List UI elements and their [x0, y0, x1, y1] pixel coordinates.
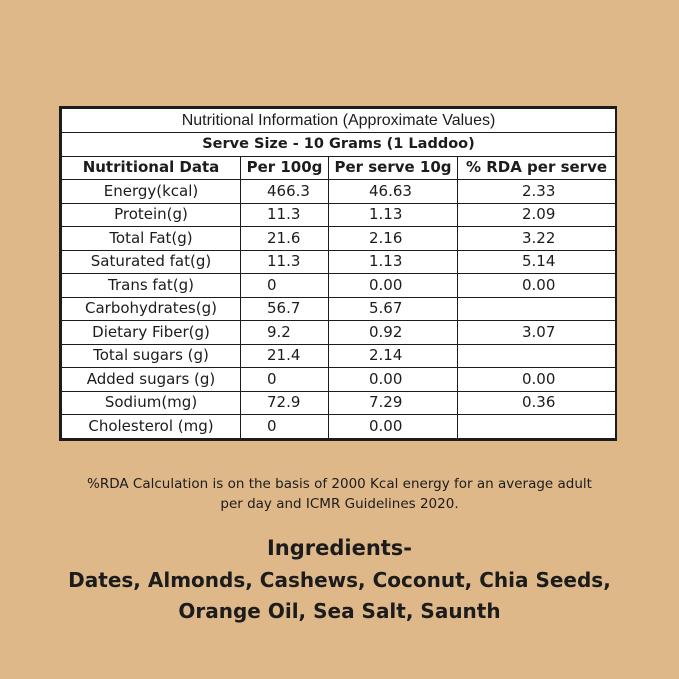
- rda-value: 2.09: [457, 202, 616, 227]
- nutrient-name: Cholesterol (mg): [61, 414, 241, 439]
- header-per-100g: Per 100g: [240, 155, 329, 180]
- rda-note-line-2: per day and ICMR Guidelines 2020.: [220, 496, 459, 512]
- per-100g-value: 11.3: [240, 249, 329, 274]
- serve-size: Serve Size - 10 Grams (1 Laddoo): [61, 132, 616, 157]
- per-serve-value: 0.00: [328, 273, 458, 298]
- nutrient-name: Trans fat(g): [61, 273, 241, 298]
- rda-note-line-1: %RDA Calculation is on the basis of 2000…: [87, 476, 592, 492]
- per-serve-value: 46.63: [328, 179, 458, 204]
- ingredients-title: Ingredients-: [266, 536, 413, 560]
- ingredients-line-2: Orange Oil, Sea Salt, Saunth: [178, 599, 501, 623]
- nutrient-name: Dietary Fiber(g): [61, 320, 241, 345]
- per-100g-value: 72.9: [240, 390, 329, 415]
- per-100g-value: 0: [240, 273, 329, 298]
- per-100g-value: 466.3: [240, 179, 329, 204]
- table-row: Carbohydrates(g) 56.7 5.67: [61, 296, 616, 321]
- rda-value: [457, 343, 616, 368]
- nutrient-name: Added sugars (g): [61, 367, 241, 392]
- per-100g-value: 9.2: [240, 320, 329, 345]
- header-row: Nutritional Data Per 100g Per serve 10g …: [61, 155, 616, 180]
- nutrient-name: Saturated fat(g): [61, 249, 241, 274]
- table-row: Total Fat(g) 21.6 2.16 3.22: [61, 226, 616, 251]
- per-serve-value: 0.00: [328, 414, 458, 439]
- rda-value: [457, 296, 616, 321]
- per-serve-value: 0.92: [328, 320, 458, 345]
- nutrient-name: Carbohydrates(g): [61, 296, 241, 321]
- rda-value: 2.33: [457, 179, 616, 204]
- header-nutritional-data: Nutritional Data: [61, 155, 241, 180]
- rda-value: 0.00: [457, 367, 616, 392]
- table-row: Cholesterol (mg) 0 0.00: [61, 414, 616, 439]
- rda-value: 3.22: [457, 226, 616, 251]
- rda-value: 0.36: [457, 390, 616, 415]
- per-100g-value: 21.6: [240, 226, 329, 251]
- per-serve-value: 2.14: [328, 343, 458, 368]
- per-serve-value: 1.13: [328, 202, 458, 227]
- per-serve-value: 1.13: [328, 249, 458, 274]
- table-row: Sodium(mg) 72.9 7.29 0.36: [61, 390, 616, 415]
- per-100g-value: 56.7: [240, 296, 329, 321]
- rda-value: 0.00: [457, 273, 616, 298]
- nutrient-name: Protein(g): [61, 202, 241, 227]
- table-row: Protein(g) 11.3 1.13 2.09: [61, 202, 616, 227]
- table-row: Energy(kcal) 466.3 46.63 2.33: [61, 179, 616, 204]
- table-title: Nutritional Information (Approximate Val…: [61, 108, 616, 133]
- per-100g-value: 11.3: [240, 202, 329, 227]
- ingredients-line-1: Dates, Almonds, Cashews, Coconut, Chia S…: [68, 568, 611, 592]
- per-serve-value: 7.29: [328, 390, 458, 415]
- table-row: Saturated fat(g) 11.3 1.13 5.14: [61, 249, 616, 274]
- nutrient-name: Total sugars (g): [61, 343, 241, 368]
- nutrition-table-container: Nutritional Information (Approximate Val…: [59, 106, 617, 441]
- rda-value: 5.14: [457, 249, 616, 274]
- per-100g-value: 21.4: [240, 343, 329, 368]
- nutrient-name: Sodium(mg): [61, 390, 241, 415]
- ingredients-list: Dates, Almonds, Cashews, Coconut, Chia S…: [0, 565, 679, 627]
- table-row: Trans fat(g) 0 0.00 0.00: [61, 273, 616, 298]
- nutrient-name: Total Fat(g): [61, 226, 241, 251]
- table-row: Dietary Fiber(g) 9.2 0.92 3.07: [61, 320, 616, 345]
- nutrient-name: Energy(kcal): [61, 179, 241, 204]
- per-serve-value: 0.00: [328, 367, 458, 392]
- per-serve-value: 5.67: [328, 296, 458, 321]
- table-row: Total sugars (g) 21.4 2.14: [61, 343, 616, 368]
- table-row: Added sugars (g) 0 0.00 0.00: [61, 367, 616, 392]
- header-per-serve: Per serve 10g: [328, 155, 458, 180]
- per-serve-value: 2.16: [328, 226, 458, 251]
- rda-value: [457, 414, 616, 439]
- nutrition-table: Nutritional Information (Approximate Val…: [61, 108, 616, 439]
- rda-value: 3.07: [457, 320, 616, 345]
- rda-note: %RDA Calculation is on the basis of 2000…: [40, 474, 639, 514]
- per-100g-value: 0: [240, 367, 329, 392]
- per-100g-value: 0: [240, 414, 329, 439]
- header-rda: % RDA per serve: [457, 155, 616, 180]
